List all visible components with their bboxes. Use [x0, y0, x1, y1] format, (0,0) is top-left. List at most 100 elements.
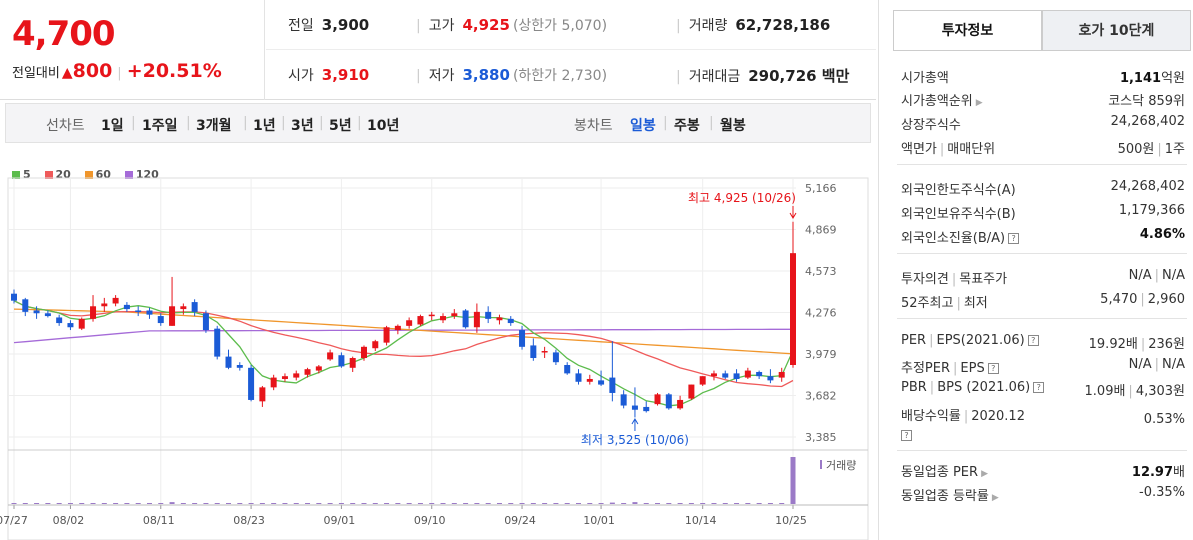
volume-bar — [259, 503, 265, 504]
help-icon[interactable]: ? — [1008, 233, 1020, 244]
tab-5y[interactable]: 5년 — [329, 118, 352, 134]
candle-body — [778, 371, 785, 378]
volume-bar — [327, 503, 333, 504]
candlestick-chart[interactable]: 5 20 60 120 5,166 4,869 4,573 4,276 3,979 3,6… — [0, 160, 876, 540]
tab-10y[interactable]: 10년 — [367, 118, 400, 134]
candle-body — [631, 405, 638, 410]
volume-bar — [135, 503, 141, 504]
help-icon[interactable]: ? — [901, 430, 912, 441]
volume-bar — [90, 503, 96, 504]
volume-bar — [395, 503, 401, 504]
volume-bar — [158, 503, 164, 504]
volume-bar — [34, 503, 40, 504]
low-price: | 저가 3,880 (하한가 2,730) — [416, 66, 608, 84]
market-cap-rank-row[interactable]: 시가총액순위 ▶ 코스닥 859위 — [901, 94, 1185, 109]
tab-weekly[interactable]: 주봉 — [674, 118, 700, 134]
ma20-line — [13, 300, 794, 388]
chart-canvas: 5,166 4,869 4,573 4,276 3,979 3,682 3,385 07/27… — [0, 177, 869, 540]
volume-bar — [45, 503, 51, 504]
help-icon[interactable]: ? — [1033, 382, 1045, 393]
volume-bar — [67, 503, 73, 504]
volume-bar — [508, 503, 514, 504]
volume-bar — [722, 503, 728, 504]
tab-1w[interactable]: 1주일 — [142, 118, 178, 134]
volume-bar — [575, 503, 581, 504]
volume-bar — [530, 503, 536, 504]
industry-rate-row[interactable]: 동일업종 등락률 ▶ -0.35% — [901, 485, 1185, 504]
tab-monthly[interactable]: 월봉 — [720, 118, 746, 134]
per-row: PER | EPS(2021.06)? 19.92배 | 236원 — [901, 333, 1185, 352]
tab-daily[interactable]: 일봉 — [630, 118, 656, 134]
candle-chart-label: 봉차트 — [574, 118, 613, 134]
legend-ma5: 5 — [12, 168, 31, 181]
volume-bar — [293, 503, 299, 504]
volume-legend-label: 거래량 — [826, 459, 856, 472]
volume-bar — [621, 503, 627, 504]
volume-bar — [463, 503, 469, 504]
volume-bar — [700, 503, 706, 504]
volume-bar — [169, 502, 175, 504]
help-icon[interactable]: ? — [987, 363, 999, 374]
candle-body — [790, 253, 796, 365]
candle-body — [473, 311, 480, 328]
current-price-box: 4,700 전일대비 ▲800 | +20.51% — [0, 0, 265, 100]
open-price: 시가 3,910 — [288, 66, 370, 84]
candle-body — [293, 373, 300, 378]
candle-body — [428, 314, 435, 317]
candle-body — [191, 302, 198, 312]
candle-body — [688, 384, 695, 399]
candle-body — [372, 341, 379, 349]
volume-bar — [632, 502, 638, 504]
summary-row-1: 전일 3,900 | 고가 4,925 (상한가 5,070) | 거래량 62,728,1… — [266, 0, 876, 50]
volume-bar — [417, 503, 423, 504]
candle-body — [677, 399, 684, 409]
candle-body — [710, 373, 717, 377]
candle-body — [225, 356, 232, 368]
volume-bar — [372, 503, 378, 504]
x-tick-label: 09/24 — [504, 514, 536, 527]
volume-bar — [226, 503, 232, 504]
candle-body — [417, 316, 424, 325]
candle-body — [327, 352, 334, 360]
volume-bar — [587, 503, 593, 504]
volume-bar — [101, 503, 107, 504]
candle-body — [22, 299, 29, 312]
stock-main-panel: 4,700 전일대비 ▲800 | +20.51% 전일 3,900 | 고가 4,925(… — [0, 0, 876, 540]
volume: | 거래량 62,728,186 — [676, 16, 831, 34]
par-value-row: 액면가 | 매매단위 500원 | 1주 — [901, 142, 1185, 157]
help-icon[interactable]: ? — [1027, 335, 1039, 346]
volume-bar — [485, 503, 491, 504]
volume-bar — [666, 503, 672, 504]
candle-body — [699, 376, 706, 385]
candle-body — [451, 313, 458, 317]
volume-bar — [384, 503, 390, 504]
candle-body — [112, 297, 119, 304]
y-tick-label: 4,869 — [805, 224, 837, 237]
x-tick-label: 10/01 — [583, 514, 615, 527]
x-tick-label: 10/14 — [685, 514, 717, 527]
candle-body — [530, 345, 537, 359]
candle-body — [360, 346, 367, 359]
candle-body — [552, 352, 559, 363]
price-summary: 4,700 전일대비 ▲800 | +20.51% 전일 3,900 | 고가 4,925(… — [0, 0, 876, 100]
industry-per-row[interactable]: 동일업종 PER ▶ 12.97배 — [901, 465, 1185, 480]
volume-bar — [124, 503, 130, 504]
x-tick-label: 09/01 — [324, 514, 356, 527]
tab-3m[interactable]: 3개월 — [196, 118, 232, 134]
tab-3y[interactable]: 3년 — [291, 118, 314, 134]
volume-bar — [361, 503, 367, 504]
candle-body — [123, 304, 130, 310]
tab-invest-info[interactable]: 투자정보 — [893, 10, 1042, 51]
tab-1y[interactable]: 1년 — [253, 118, 276, 134]
tab-order-book[interactable]: 호가 10단계 — [1042, 10, 1191, 51]
candle-body — [236, 364, 243, 368]
tab-1d[interactable]: 1일 — [101, 118, 124, 134]
candle-body — [169, 306, 176, 326]
volume-bar — [598, 503, 604, 504]
market-cap-row: 시가총액 1,141억원 — [901, 71, 1185, 86]
candle-body — [180, 306, 187, 310]
up-arrow-icon: ▲ — [61, 65, 73, 81]
volume-bar — [655, 503, 661, 504]
chevron-right-icon: ▶ — [991, 493, 999, 503]
volume-bar — [316, 503, 322, 504]
